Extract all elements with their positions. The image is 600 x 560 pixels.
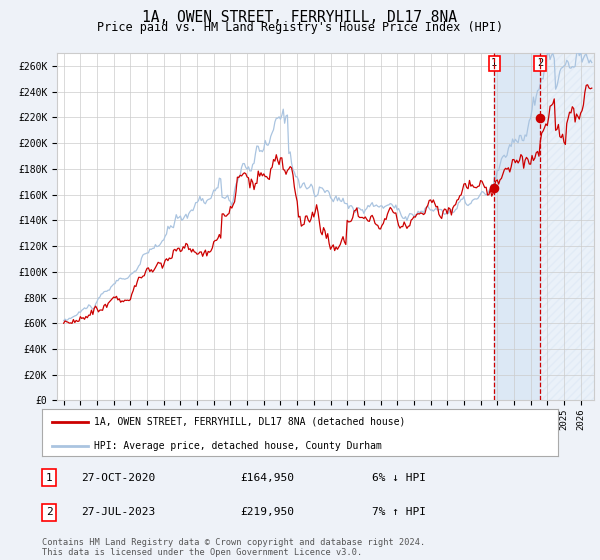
Text: 1A, OWEN STREET, FERRYHILL, DL17 8NA: 1A, OWEN STREET, FERRYHILL, DL17 8NA	[143, 10, 458, 25]
Text: 1: 1	[491, 58, 497, 68]
Text: 7% ↑ HPI: 7% ↑ HPI	[372, 507, 426, 517]
Text: 27-JUL-2023: 27-JUL-2023	[81, 507, 155, 517]
Bar	[494, 53, 540, 400]
Text: 6% ↓ HPI: 6% ↓ HPI	[372, 473, 426, 483]
Text: £219,950: £219,950	[240, 507, 294, 517]
Text: Contains HM Land Registry data © Crown copyright and database right 2024.
This d: Contains HM Land Registry data © Crown c…	[42, 538, 425, 557]
Text: 2: 2	[537, 58, 543, 68]
Text: £164,950: £164,950	[240, 473, 294, 483]
Text: 2: 2	[46, 507, 53, 517]
Point	[490, 184, 499, 193]
Text: 1A, OWEN STREET, FERRYHILL, DL17 8NA (detached house): 1A, OWEN STREET, FERRYHILL, DL17 8NA (de…	[94, 417, 405, 427]
Bar	[540, 53, 600, 400]
Text: 27-OCT-2020: 27-OCT-2020	[81, 473, 155, 483]
Text: Price paid vs. HM Land Registry's House Price Index (HPI): Price paid vs. HM Land Registry's House …	[97, 21, 503, 34]
Text: 1: 1	[46, 473, 53, 483]
Point	[535, 113, 545, 122]
Text: HPI: Average price, detached house, County Durham: HPI: Average price, detached house, Coun…	[94, 441, 382, 451]
